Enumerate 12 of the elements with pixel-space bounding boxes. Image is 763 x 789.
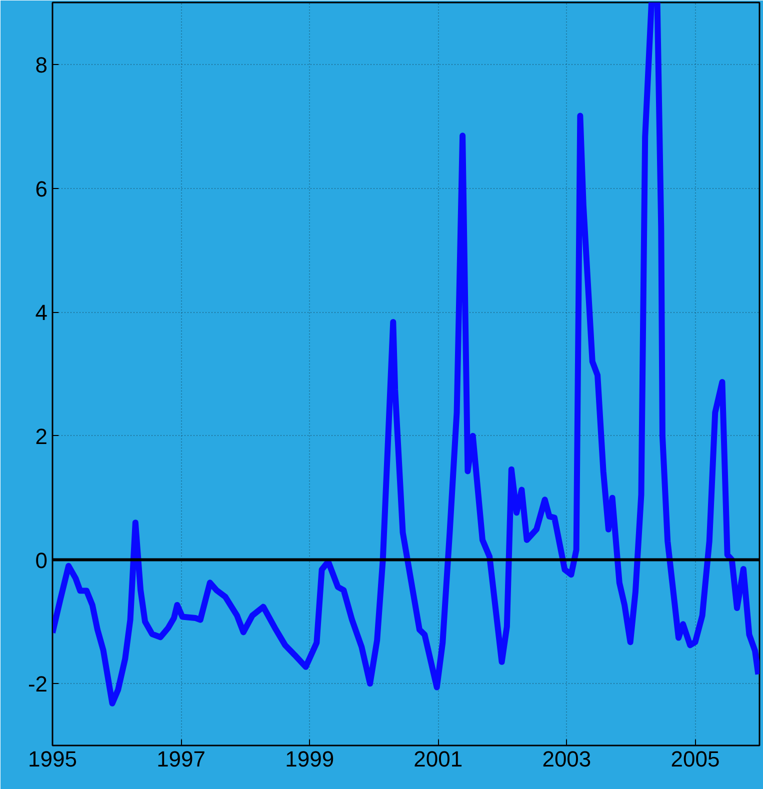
y-tick-label: 4: [35, 300, 48, 326]
y-tick-label: 6: [35, 176, 48, 202]
x-tick-label: 2003: [542, 746, 592, 772]
y-tick-label: 8: [35, 52, 48, 78]
y-tick-label: 2: [35, 424, 48, 449]
x-tick-label: 1995: [28, 746, 77, 772]
x-tick-label: 1999: [285, 746, 334, 772]
y-tick-label: -2: [28, 672, 48, 697]
x-tick-label: 2005: [670, 746, 720, 772]
x-tick-label: 1997: [156, 746, 206, 772]
y-tick-label: 0: [35, 548, 48, 573]
x-tick-label: 2001: [414, 746, 463, 772]
